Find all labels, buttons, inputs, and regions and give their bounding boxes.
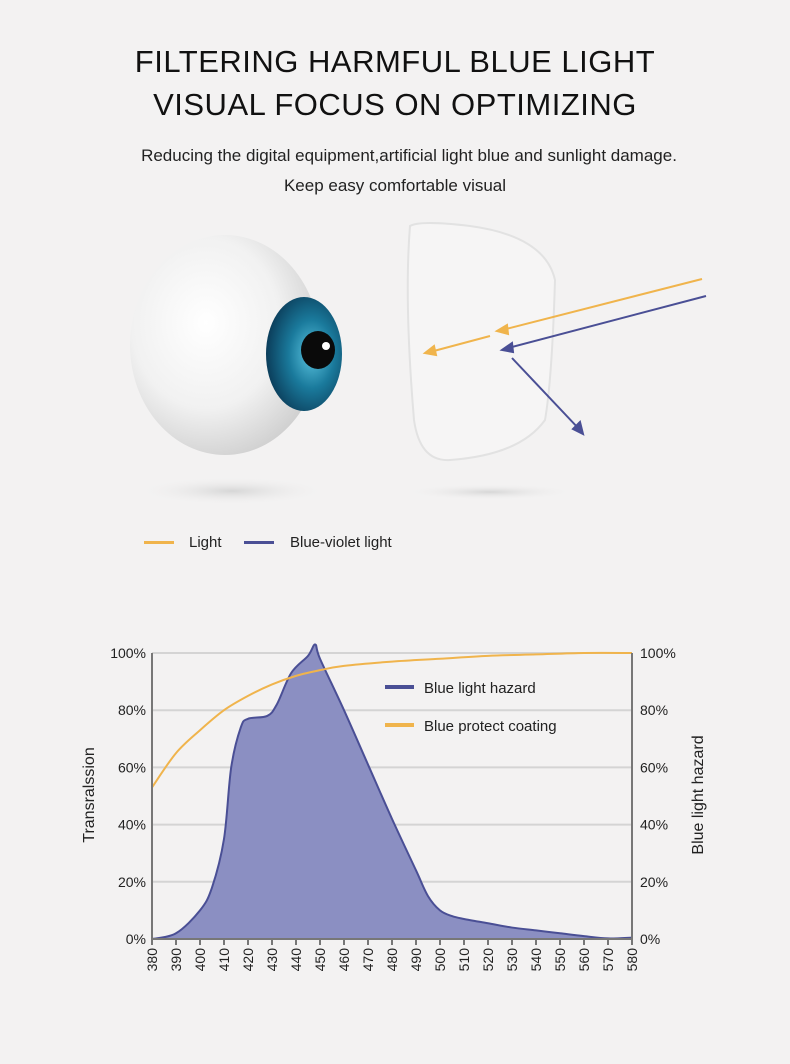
x-tick-label: 520	[480, 948, 496, 972]
x-tick-label: 550	[552, 948, 568, 972]
y-tick-label-right: 40%	[640, 817, 668, 833]
x-tick-label: 380	[144, 948, 160, 972]
x-tick-label: 580	[624, 948, 640, 972]
y-tick-label-right: 80%	[640, 702, 668, 718]
x-tick-label: 570	[600, 948, 616, 972]
y-axis-title-left: Transralssion	[81, 747, 98, 842]
legend-hazard-label: Blue light hazard	[424, 680, 536, 697]
y-tick-label-left: 60%	[118, 759, 146, 775]
transmission-chart: 0% 0% 20% 20% 40% 40% 60% 60% 80% 80% 100% 100% 380 3…	[81, 643, 707, 972]
eye-shadow	[137, 477, 327, 505]
y-tick-label-left: 100%	[110, 645, 146, 661]
x-tick-label: 450	[312, 948, 328, 972]
x-tick-label: 460	[336, 948, 352, 972]
x-tick-label: 430	[264, 948, 280, 972]
blue-protect-coating-line	[151, 651, 633, 788]
legend-hazard-swatch	[385, 685, 414, 689]
y-tick-label-right: 60%	[640, 759, 668, 775]
x-tick-label: 480	[384, 948, 400, 972]
x-tick-label: 510	[456, 948, 472, 972]
legend-blue-violet-label: Blue-violet light	[290, 534, 392, 551]
y-tick-label-left: 40%	[118, 817, 146, 833]
legend-coating-label: Blue protect coating	[424, 718, 557, 735]
y-axis-title-right: Blue light hazard	[690, 735, 707, 854]
y-tick-label-left: 20%	[118, 874, 146, 890]
x-tick-label: 390	[168, 948, 184, 972]
legend-blue-violet-swatch	[244, 541, 274, 544]
x-tick-label: 410	[216, 948, 232, 972]
x-tick-label: 440	[288, 948, 304, 972]
y-tick-label-left: 80%	[118, 702, 146, 718]
blue-light-hazard-area	[151, 643, 633, 940]
eye-lens-illustration	[130, 222, 707, 505]
y-tick-label-right: 0%	[640, 931, 660, 947]
subtitle-line-2: Keep easy comfortable visual	[283, 176, 507, 195]
y-tick-label-right: 20%	[640, 874, 668, 890]
lens	[406, 222, 557, 462]
x-tick-label: 530	[504, 948, 520, 972]
pupil	[301, 331, 335, 369]
x-tick-label: 560	[576, 948, 592, 972]
x-tick-label: 470	[360, 948, 376, 972]
legend-coating-swatch	[385, 723, 414, 727]
x-tick-label: 400	[192, 948, 208, 972]
lens-shadow	[405, 484, 575, 500]
x-tick-label: 420	[240, 948, 256, 972]
x-tick-label: 540	[528, 948, 544, 972]
eyeball	[130, 235, 320, 455]
subtitle-line-1: Reducing the digital equipment,artificia…	[141, 146, 677, 165]
x-tick-label: 500	[432, 948, 448, 972]
x-tick-label: 490	[408, 948, 424, 972]
legend-light-label: Light	[189, 534, 222, 551]
legend-light-swatch	[144, 541, 174, 544]
page-title-line-1: FILTERING HARMFUL BLUE LIGHT	[134, 44, 656, 79]
y-tick-label-right: 100%	[640, 645, 676, 661]
y-tick-label-left: 0%	[126, 931, 146, 947]
page-title-line-2: VISUAL FOCUS ON OPTIMIZING	[153, 87, 637, 122]
